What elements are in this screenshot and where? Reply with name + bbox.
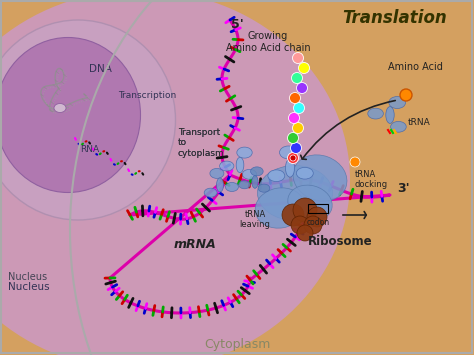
Text: Cytoplasm: Cytoplasm xyxy=(204,338,270,351)
Ellipse shape xyxy=(389,97,406,109)
Text: Translation: Translation xyxy=(343,9,447,27)
Ellipse shape xyxy=(217,178,224,192)
Circle shape xyxy=(290,155,296,161)
Circle shape xyxy=(292,122,303,133)
Ellipse shape xyxy=(268,170,285,181)
Text: Growing
Amino Acid chain: Growing Amino Acid chain xyxy=(226,31,310,53)
Ellipse shape xyxy=(0,0,350,355)
Ellipse shape xyxy=(54,104,66,113)
Ellipse shape xyxy=(391,121,406,132)
Circle shape xyxy=(350,157,360,167)
Circle shape xyxy=(292,72,302,83)
Text: Transport
to
cytoplasm: Transport to cytoplasm xyxy=(178,128,225,158)
Ellipse shape xyxy=(252,176,258,188)
Ellipse shape xyxy=(257,165,332,220)
Circle shape xyxy=(282,204,304,226)
Ellipse shape xyxy=(210,168,224,179)
Ellipse shape xyxy=(238,181,250,189)
Ellipse shape xyxy=(237,147,252,158)
Circle shape xyxy=(288,153,299,164)
Text: Transport
to
cytoplasm: Transport to cytoplasm xyxy=(178,128,225,158)
Text: Nucleus: Nucleus xyxy=(8,272,47,282)
Ellipse shape xyxy=(251,167,263,176)
Text: Ribosome: Ribosome xyxy=(308,235,372,248)
Ellipse shape xyxy=(258,184,270,192)
Text: Nucleus: Nucleus xyxy=(8,282,50,292)
Circle shape xyxy=(293,103,304,114)
Text: Transcription: Transcription xyxy=(118,91,176,100)
Text: DNA: DNA xyxy=(89,64,111,74)
Circle shape xyxy=(292,53,303,64)
Circle shape xyxy=(400,89,412,101)
Text: tRNA
docking: tRNA docking xyxy=(355,170,388,190)
Ellipse shape xyxy=(368,108,383,119)
FancyBboxPatch shape xyxy=(328,3,467,35)
Circle shape xyxy=(299,62,310,73)
Ellipse shape xyxy=(236,157,244,173)
Ellipse shape xyxy=(296,167,313,179)
Circle shape xyxy=(289,113,300,124)
Text: Amino Acid: Amino Acid xyxy=(388,62,442,72)
Ellipse shape xyxy=(0,20,175,220)
Ellipse shape xyxy=(285,159,294,177)
Circle shape xyxy=(297,225,313,241)
Circle shape xyxy=(293,198,317,222)
Ellipse shape xyxy=(0,38,140,192)
Ellipse shape xyxy=(386,106,394,124)
Ellipse shape xyxy=(293,155,347,201)
Circle shape xyxy=(291,216,309,234)
Circle shape xyxy=(304,216,322,234)
Ellipse shape xyxy=(219,161,234,171)
Circle shape xyxy=(288,132,299,143)
Circle shape xyxy=(297,82,308,93)
Circle shape xyxy=(290,93,301,104)
Text: 3': 3' xyxy=(397,181,410,195)
Text: tRNA: tRNA xyxy=(408,118,431,127)
Circle shape xyxy=(291,142,301,153)
Ellipse shape xyxy=(242,169,256,179)
Ellipse shape xyxy=(255,188,305,228)
Text: tRNA
leaving: tRNA leaving xyxy=(239,210,271,229)
Circle shape xyxy=(307,207,327,227)
Text: RNA: RNA xyxy=(80,145,99,154)
Ellipse shape xyxy=(280,146,298,159)
Text: codon: codon xyxy=(306,218,329,227)
Ellipse shape xyxy=(226,182,238,191)
Text: mRNA: mRNA xyxy=(173,238,216,251)
Text: 5': 5' xyxy=(231,18,243,31)
Ellipse shape xyxy=(204,188,217,197)
Ellipse shape xyxy=(288,185,332,221)
